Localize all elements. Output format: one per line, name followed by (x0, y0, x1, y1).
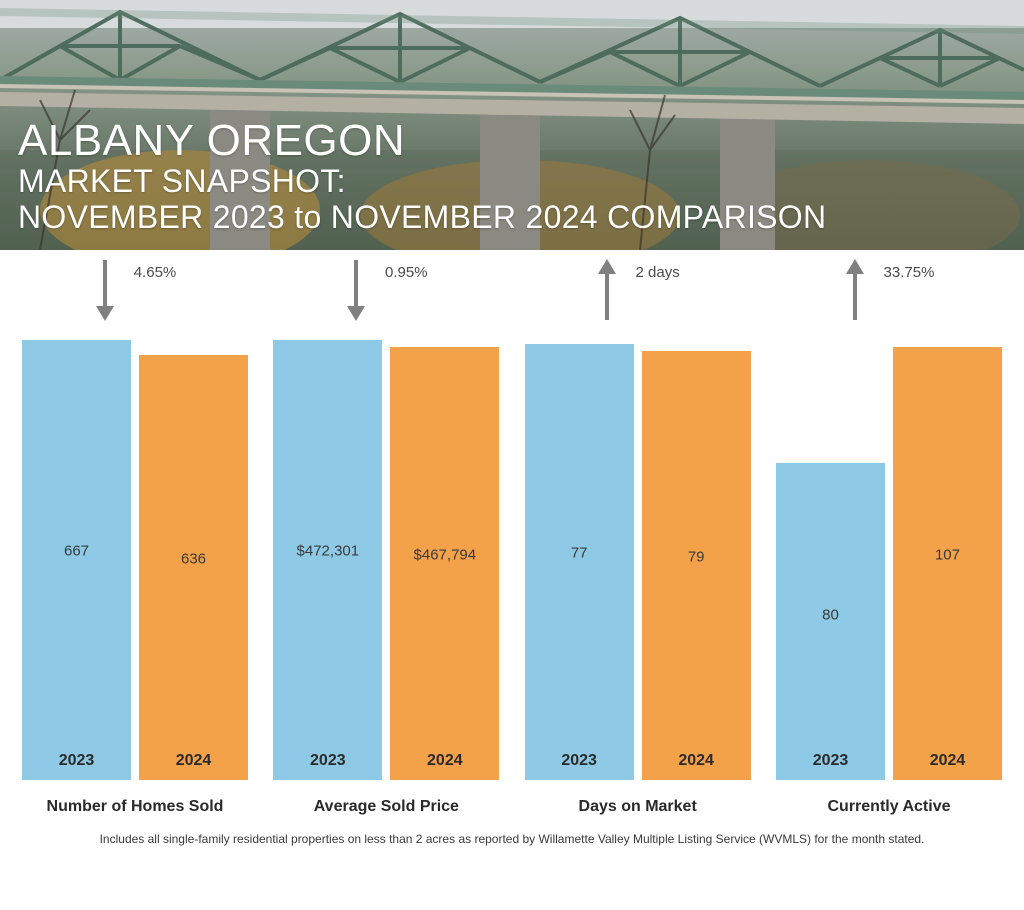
bar-2024: 79 2024 (642, 351, 751, 780)
bar-2023: 667 2023 (22, 340, 131, 780)
metric-label: Number of Homes Sold (10, 798, 260, 816)
bar-year: 2024 (642, 752, 751, 770)
header-title: ALBANY OREGON (18, 118, 826, 164)
bar-year: 2024 (893, 752, 1002, 770)
metric-group: 0.95% $472,301 2023 $467,794 2024 Averag… (261, 250, 511, 860)
header-subtitle-2: NOVEMBER 2023 to NOVEMBER 2024 COMPARISO… (18, 200, 826, 236)
bar-2024: $467,794 2024 (390, 347, 499, 780)
delta-indicator: 0.95% (261, 258, 511, 330)
bar-pair: 77 2023 79 2024 (525, 340, 751, 780)
arrow-up-icon (596, 258, 618, 322)
delta-label: 2 days (636, 258, 680, 281)
bar-pair: $472,301 2023 $467,794 2024 (273, 340, 499, 780)
bar-year: 2023 (776, 752, 885, 770)
bar-pair: 667 2023 636 2024 (22, 340, 248, 780)
bar-value: 636 (139, 551, 248, 568)
delta-label: 33.75% (884, 258, 935, 281)
bar-year: 2023 (22, 752, 131, 770)
metric-label: Currently Active (764, 798, 1014, 816)
bar-pair: 80 2023 107 2024 (776, 340, 1002, 780)
delta-indicator: 2 days (513, 258, 763, 330)
bar-2024: 107 2024 (893, 347, 1002, 780)
bar-2024: 636 2024 (139, 355, 248, 780)
bar-value: 79 (642, 548, 751, 565)
bar-year: 2023 (525, 752, 634, 770)
bar-value: $472,301 (273, 543, 382, 560)
bar-value: $467,794 (390, 546, 499, 563)
arrow-down-icon (94, 258, 116, 322)
chart-area: 4.65% 667 2023 636 2024 Number of Homes … (0, 250, 1024, 860)
header-banner: ALBANY OREGON MARKET SNAPSHOT: NOVEMBER … (0, 0, 1024, 250)
bar-2023: 80 2023 (776, 463, 885, 780)
metric-group: 2 days 77 2023 79 2024 Days on Market (513, 250, 763, 860)
bar-year: 2024 (390, 752, 499, 770)
bar-year: 2024 (139, 752, 248, 770)
metric-label: Average Sold Price (261, 798, 511, 816)
arrow-down-icon (345, 258, 367, 322)
delta-indicator: 4.65% (10, 258, 260, 330)
delta-label: 4.65% (134, 258, 177, 281)
bar-2023: 77 2023 (525, 344, 634, 780)
header-subtitle-1: MARKET SNAPSHOT: (18, 164, 826, 200)
arrow-up-icon (844, 258, 866, 322)
delta-indicator: 33.75% (764, 258, 1014, 330)
bar-value: 667 (22, 543, 131, 560)
metric-group: 4.65% 667 2023 636 2024 Number of Homes … (10, 250, 260, 860)
delta-label: 0.95% (385, 258, 428, 281)
bar-value: 77 (525, 545, 634, 562)
footnote: Includes all single-family residential p… (0, 832, 1024, 846)
bar-value: 80 (776, 607, 885, 624)
bar-year: 2023 (273, 752, 382, 770)
bar-2023: $472,301 2023 (273, 340, 382, 780)
metric-group: 33.75% 80 2023 107 2024 Currently Active (764, 250, 1014, 860)
bar-value: 107 (893, 546, 1002, 563)
metric-label: Days on Market (513, 798, 763, 816)
